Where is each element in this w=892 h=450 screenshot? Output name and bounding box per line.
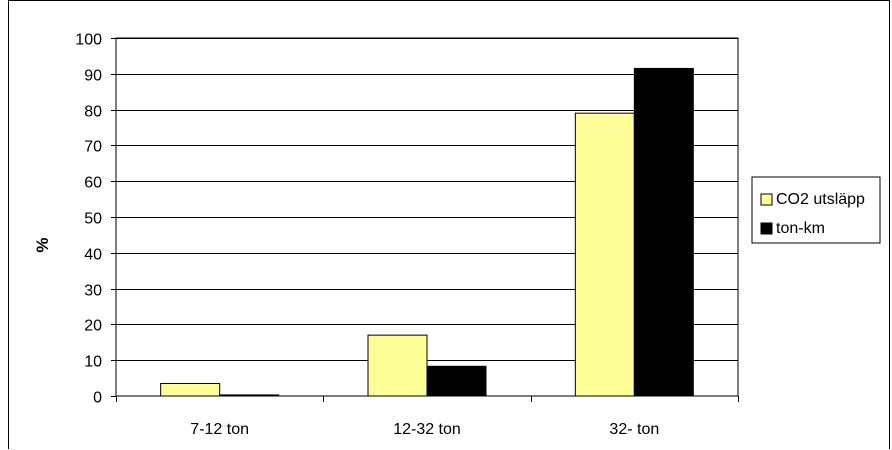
y-tick-label: 10 [84,354,102,371]
y-tick-label: 30 [84,283,102,300]
y-tick-label: 70 [84,139,102,156]
x-tick-label: 32- ton [609,421,659,438]
y-tick-label: 20 [84,318,102,335]
y-tick-label: 100 [75,32,102,49]
y-tick-label: 80 [84,104,102,121]
bar-co2-0 [160,382,221,397]
y-tick-label: 60 [84,175,102,192]
y-tick-label: 40 [84,247,102,264]
y-axis-label: % [33,237,52,252]
legend-label-co2: CO2 utsläpp [776,191,865,208]
bar-co2-2 [574,112,635,397]
x-tick-label: 7-12 ton [190,421,249,438]
bar-ton-km-2 [633,67,694,397]
y-tick-label: 50 [84,211,102,228]
legend-swatch-ton-km [760,222,773,235]
chart-frame [8,0,890,449]
bar-ton-km-1 [426,365,487,397]
legend-label-ton-km: ton-km [776,220,825,237]
legend: CO2 utsläpp ton-km [751,176,881,244]
y-tick-label: 90 [84,68,102,85]
bar-ton-km-0 [219,394,280,397]
bar-co2-1 [367,334,428,397]
x-tick-label: 12-32 ton [393,421,461,438]
legend-swatch-co2 [760,193,773,206]
axes: 0 10 20 30 40 50 60 70 80 90 100 7-12 ton 12-32 ton 3… [75,32,739,438]
y-tick-label: 0 [93,390,102,407]
bars [160,67,694,397]
